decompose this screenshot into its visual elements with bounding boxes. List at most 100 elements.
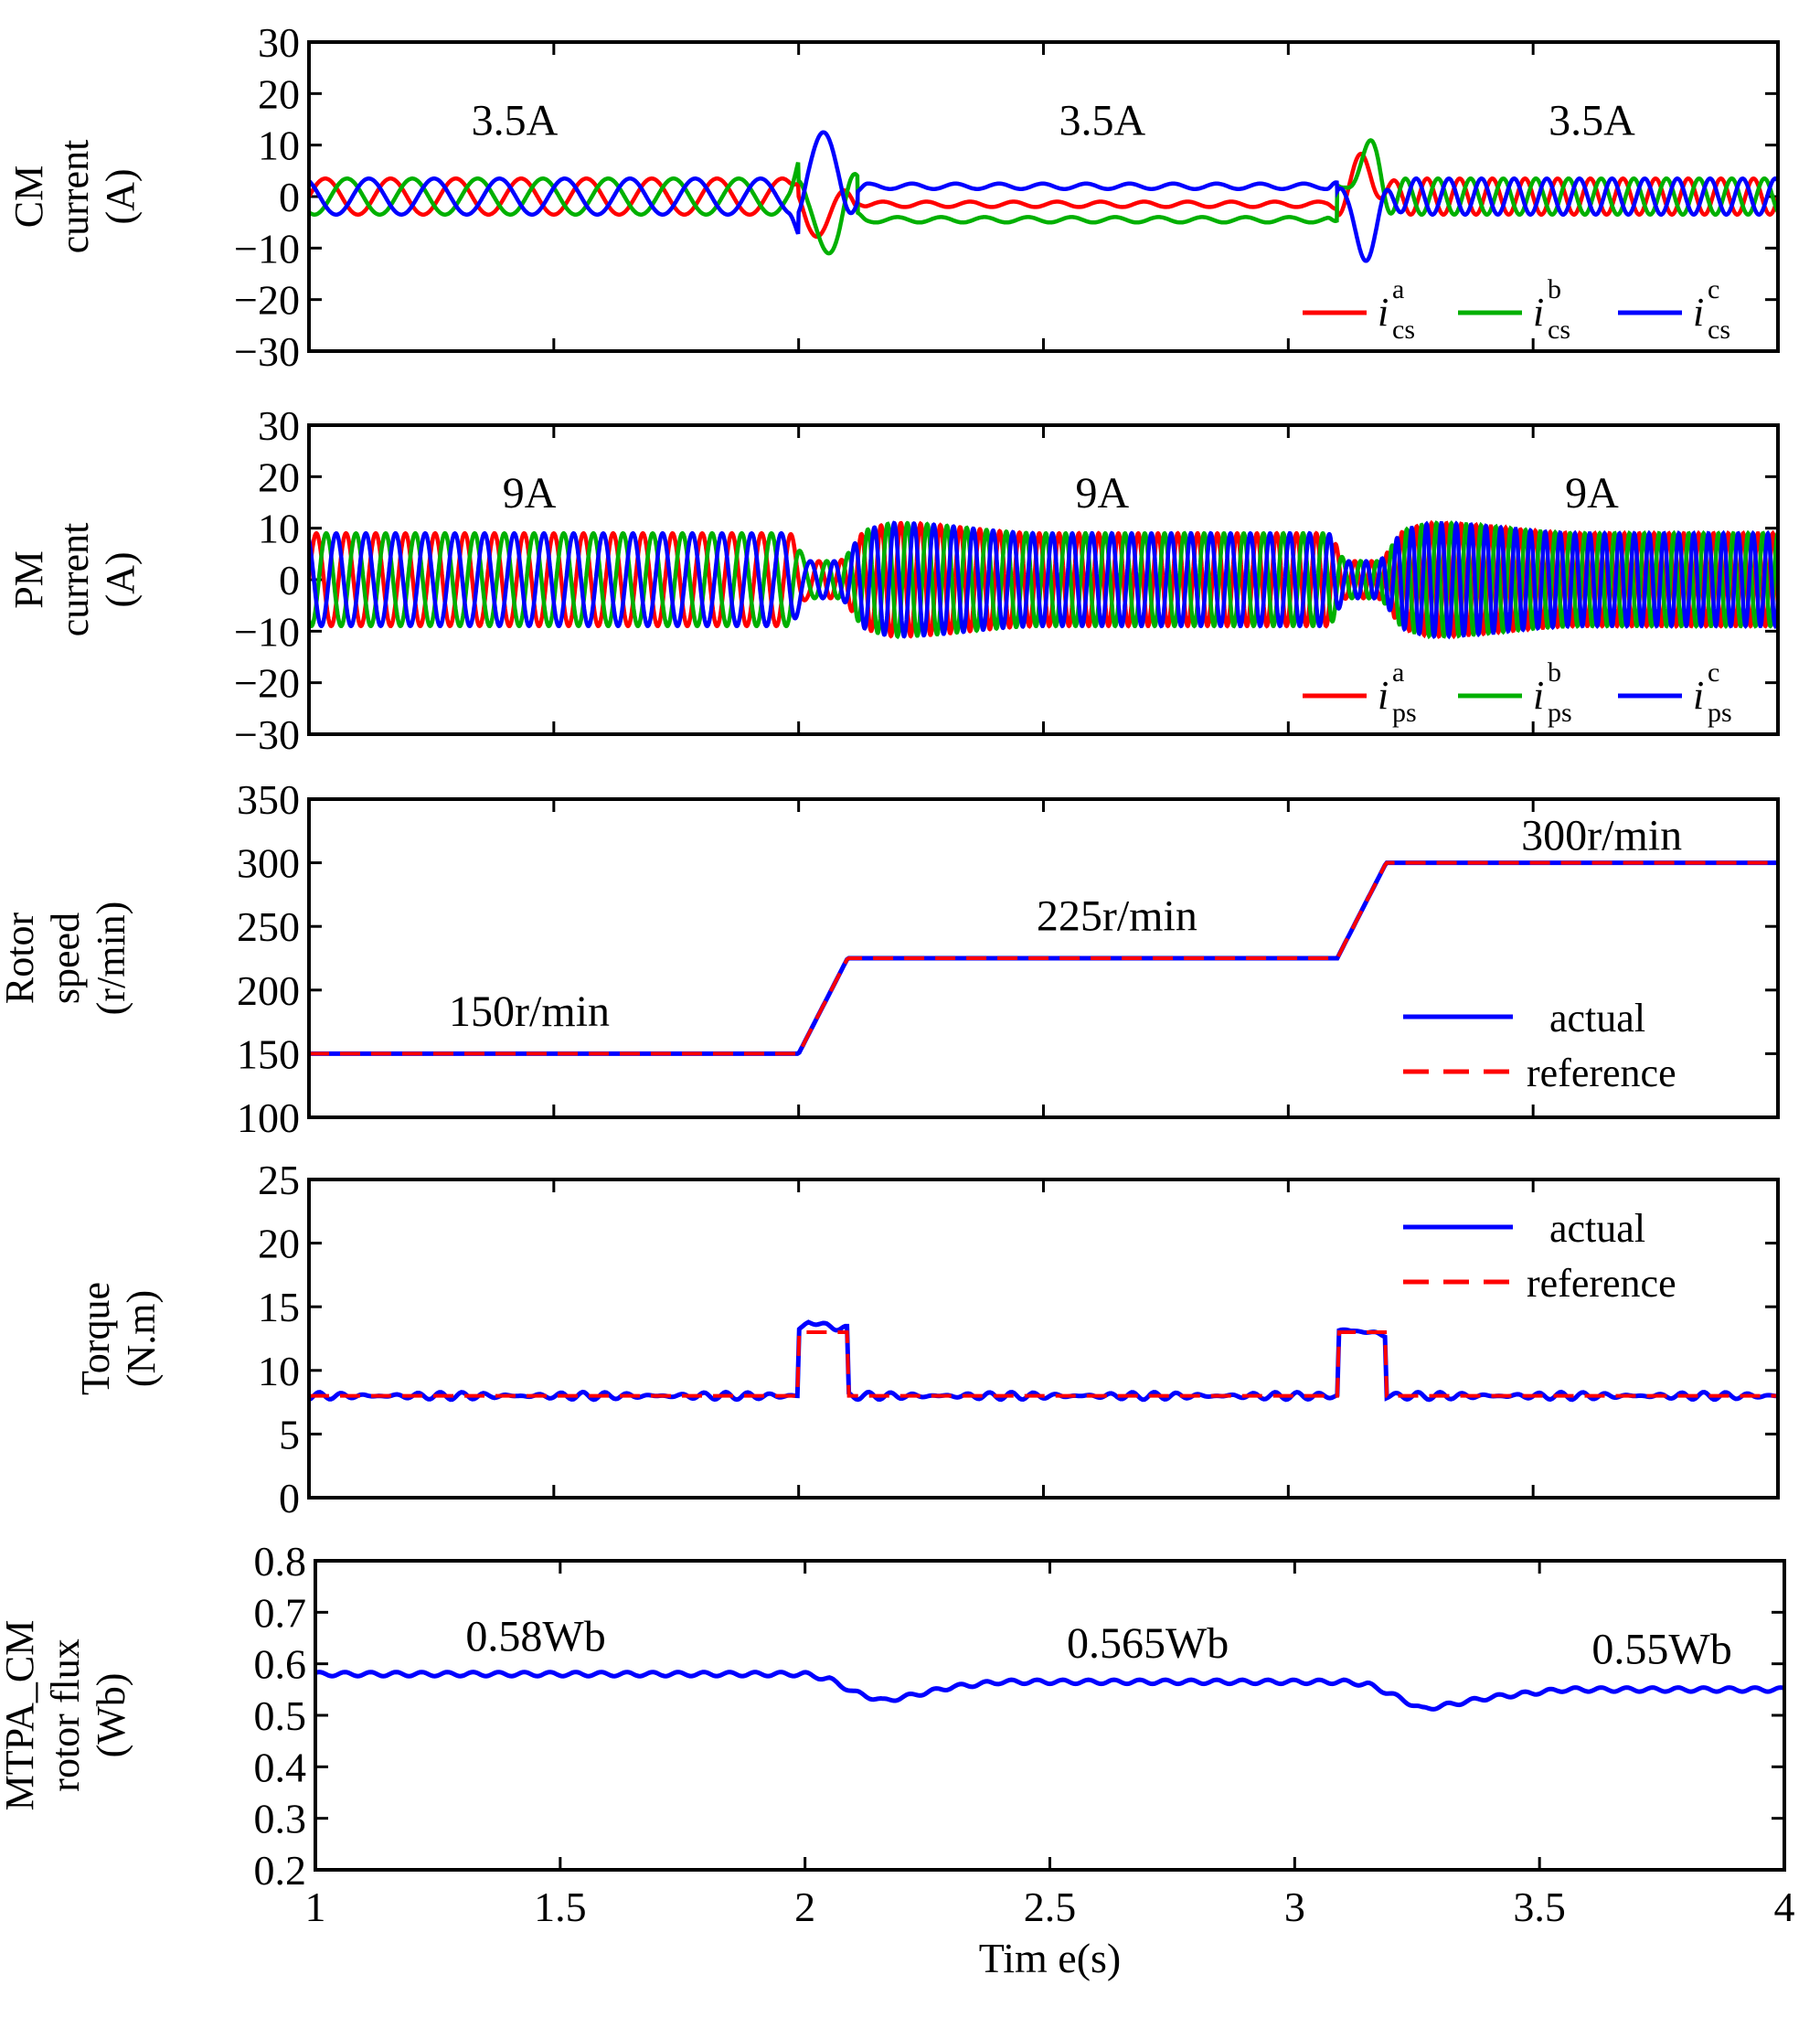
- y-tick-label: 0.5: [254, 1692, 307, 1739]
- x-tick-label: 3: [1284, 1884, 1305, 1930]
- y-axis-label-line: (N.m): [119, 1290, 164, 1387]
- y-axis-label-line: Torque: [73, 1282, 118, 1395]
- axes-frame: [307, 423, 1780, 736]
- axes-frame: [307, 1178, 1780, 1500]
- annotation: 0.58Wb: [465, 1613, 605, 1661]
- y-tick-label: 10: [258, 506, 300, 552]
- y-tick-label: 0.6: [254, 1641, 307, 1688]
- annotation: 3.5A: [1549, 96, 1635, 144]
- y-axis-label-line: CM: [6, 165, 51, 228]
- y-tick-label: 10: [258, 123, 300, 169]
- annotation: 9A: [503, 469, 557, 518]
- x-tick-label: 3.5: [1513, 1884, 1566, 1930]
- y-tick-label: 0.7: [254, 1589, 307, 1636]
- axes-frame: [307, 797, 1780, 1119]
- series-actual: [309, 1319, 1778, 1403]
- legend-sub: ps: [1708, 698, 1732, 728]
- legend-sup: b: [1548, 274, 1561, 304]
- y-tick-label: −10: [234, 608, 300, 655]
- y-tick-label: 0.2: [254, 1847, 307, 1894]
- y-tick-label: 250: [237, 903, 300, 950]
- x-tick-label: 4: [1774, 1884, 1795, 1930]
- y-axis-label: MTPA_CMrotor flux(Wb): [0, 1620, 133, 1811]
- legend-label: reference: [1527, 1261, 1676, 1306]
- legend-label: i: [1693, 673, 1704, 718]
- plot-area: [309, 1319, 1778, 1403]
- annotation: 3.5A: [1059, 96, 1145, 144]
- legend-sub: cs: [1392, 315, 1415, 345]
- y-tick-label: −10: [234, 225, 300, 272]
- legend-label: actual: [1549, 996, 1645, 1041]
- y-tick-label: 0.3: [254, 1796, 307, 1842]
- plot-area: [309, 130, 1778, 263]
- legend-sup: a: [1392, 657, 1404, 688]
- y-axis-label-line: current: [52, 140, 97, 254]
- y-tick-label: 0: [279, 174, 300, 220]
- x-axis-label: Tim e(s): [979, 1935, 1122, 1981]
- y-axis-label-line: current: [52, 523, 97, 637]
- panel-5: 0.80.7 0.60.5 0.4 0.3 0.21 1.5 2 2.5 3 3.5 4 Tim e(…: [0, 1538, 1795, 1981]
- plot-area: [315, 1670, 1784, 1712]
- annotation: 3.5A: [472, 96, 559, 144]
- y-tick-label: 0.8: [254, 1538, 307, 1585]
- y-axis-label-line: speed: [43, 913, 88, 1004]
- series-reference: [309, 1330, 1778, 1398]
- axes-frame: [314, 1559, 1786, 1872]
- legend-sub: ps: [1548, 698, 1572, 728]
- y-tick-label: 20: [258, 454, 300, 500]
- y-axis-label-line: Rotor: [0, 913, 42, 1005]
- y-axis-label-line: rotor flux: [43, 1638, 88, 1791]
- y-tick-label: 0: [279, 557, 300, 603]
- y-axis-label-line: (A): [98, 551, 143, 607]
- series-ica: [309, 152, 1778, 240]
- legend-sub: ps: [1392, 698, 1417, 728]
- y-tick-label: −20: [234, 277, 300, 324]
- annotation: 9A: [1565, 469, 1619, 518]
- y-tick-label: 10: [258, 1348, 300, 1394]
- x-tick-label: 1.5: [534, 1884, 587, 1930]
- y-axis-label-line: MTPA_CM: [0, 1620, 42, 1811]
- y-tick-label: 0: [279, 1475, 300, 1521]
- y-tick-label: 20: [258, 1221, 300, 1267]
- y-tick-label: 20: [258, 70, 300, 117]
- y-axis-label-line: (r/min): [89, 902, 133, 1016]
- y-tick-label: 0.4: [254, 1744, 307, 1790]
- legend-sup: b: [1548, 657, 1561, 688]
- y-tick-label: −30: [234, 711, 300, 758]
- y-axis-label-line: (A): [98, 168, 143, 224]
- y-tick-label: 25: [258, 1157, 300, 1203]
- plot-area: [309, 860, 1778, 1056]
- y-tick-label: 200: [237, 967, 300, 1014]
- panel-3: 350 300 250 200 150 100 Rotorspeed(r/min) 150r/…: [0, 776, 1780, 1141]
- y-tick-label: 30: [258, 402, 300, 449]
- panel-4: 25 20 15 10 5 0 Torque(N.m) actual reference: [73, 1157, 1780, 1521]
- annotation: 225r/min: [1037, 891, 1197, 940]
- y-axis-label: Rotorspeed(r/min): [0, 902, 133, 1016]
- x-tick-label: 2: [794, 1884, 815, 1930]
- legend-sup: a: [1392, 274, 1404, 304]
- legend-sub: cs: [1548, 315, 1570, 345]
- legend-sub: cs: [1708, 315, 1730, 345]
- series-icb: [309, 138, 1778, 256]
- y-tick-label: 15: [258, 1284, 300, 1330]
- legend-sup: c: [1708, 274, 1719, 304]
- y-axis-label: CMcurrent(A): [6, 140, 143, 254]
- plot-area: [309, 519, 1778, 640]
- annotation: 0.55Wb: [1591, 1626, 1731, 1674]
- series-reference: [309, 860, 1778, 1056]
- y-tick-label: 300: [237, 840, 300, 887]
- y-axis-label: Torque(N.m): [73, 1282, 164, 1395]
- y-axis-label-line: PM: [6, 550, 51, 609]
- series-icc: [309, 130, 1778, 263]
- y-tick-label: 5: [279, 1411, 300, 1457]
- y-tick-label: −20: [234, 660, 300, 707]
- annotation: 150r/min: [449, 987, 610, 1036]
- annotation: 0.565Wb: [1067, 1619, 1229, 1668]
- y-tick-label: 350: [237, 776, 300, 823]
- y-axis-label: PMcurrent(A): [6, 523, 143, 637]
- y-tick-label: 100: [237, 1094, 300, 1141]
- legend-label: i: [1378, 673, 1389, 718]
